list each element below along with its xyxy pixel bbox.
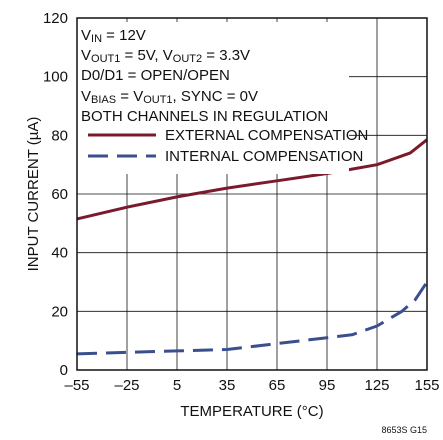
conditions-text: VIN = 12V VOUT1 = 5V, VOUT2 = 3.3V D0/D1 =… xyxy=(81,27,328,125)
x-tick-label: –25 xyxy=(114,377,139,394)
y-axis-label: INPUT CURRENT (µA) xyxy=(25,117,42,272)
legend-label: EXTERNAL COMPENSATION xyxy=(165,127,368,144)
y-tick-label: 40 xyxy=(51,245,68,262)
y-tick-label: 100 xyxy=(43,69,68,86)
condition-line: VOUT1 = 5V, VOUT2 = 3.3V xyxy=(81,47,250,65)
condition-line: VIN = 12V xyxy=(81,27,146,45)
legend-label: INTERNAL COMPENSATION xyxy=(165,148,363,165)
y-tick-label: 80 xyxy=(51,127,68,144)
series-line-external xyxy=(76,138,428,221)
y-tick-label: 20 xyxy=(51,303,68,320)
x-tick-label: 155 xyxy=(414,377,439,394)
x-tick-label: –55 xyxy=(64,377,89,394)
condition-line: D0/D1 = OPEN/OPEN xyxy=(81,67,230,84)
plot-frame xyxy=(76,17,428,371)
y-tick-label: 0 xyxy=(60,362,68,379)
x-tick-label: 95 xyxy=(319,377,336,394)
legend: EXTERNAL COMPENSATION INTERNAL COMPENSATI… xyxy=(88,127,368,165)
annotation-background xyxy=(77,22,349,174)
series-lines xyxy=(76,138,429,356)
y-tick-label: 120 xyxy=(43,10,68,27)
figure-code: 8653S G15 xyxy=(381,425,427,435)
x-tick-label: 65 xyxy=(269,377,286,394)
x-tick-label: 125 xyxy=(364,377,389,394)
y-tick-label: 60 xyxy=(51,186,68,203)
x-axis-label: TEMPERATURE (°C) xyxy=(180,403,323,420)
series-line-internal xyxy=(76,281,429,356)
annotation-box xyxy=(77,22,349,174)
x-tick-label: 35 xyxy=(219,377,236,394)
condition-line: BOTH CHANNELS IN REGULATION xyxy=(81,108,328,125)
condition-line: VBIAS = VOUT1, SYNC = 0V xyxy=(81,88,258,106)
x-tick-label: 5 xyxy=(173,377,181,394)
tick-labels: –55 –25 5 35 65 95 125 155 0 20 40 60 80 100 120 xyxy=(43,10,440,394)
